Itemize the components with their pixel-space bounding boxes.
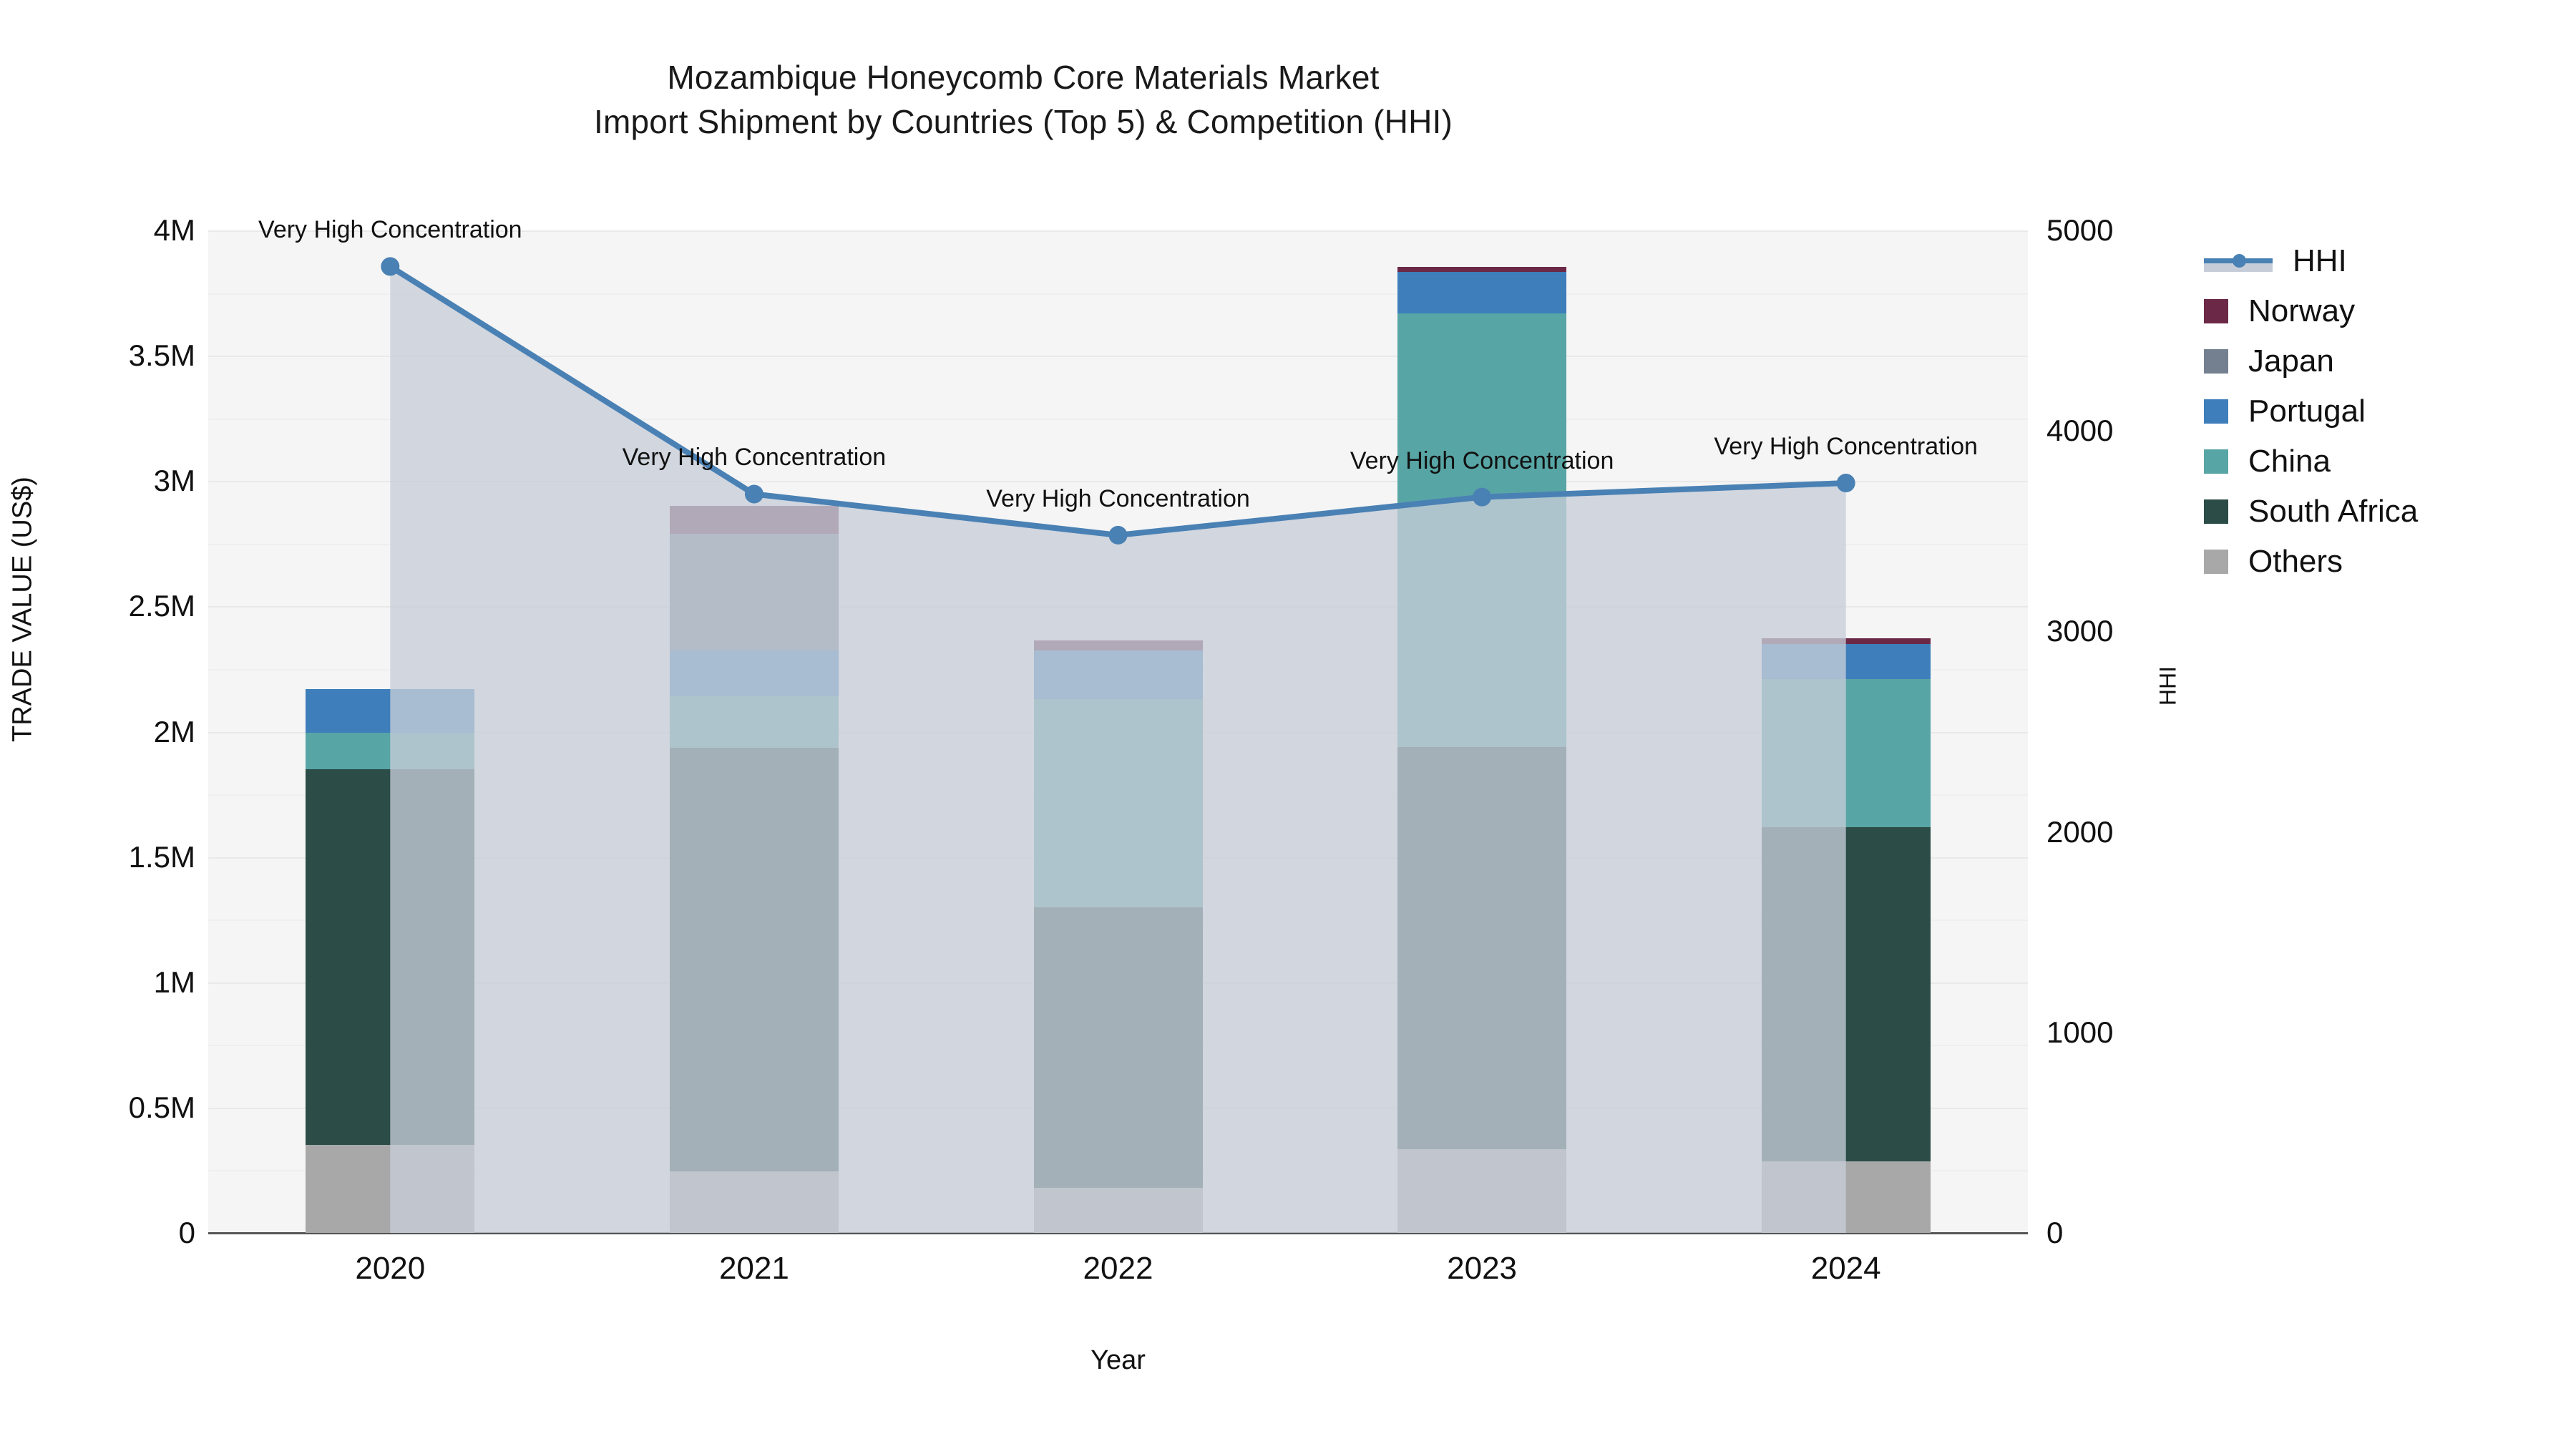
y-axis-left-tick-label: 3M	[153, 464, 195, 498]
bar-segment-china[interactable]	[1761, 678, 1931, 827]
y-axis-right-tick-label: 2000	[2046, 814, 2114, 849]
bar-segment-others[interactable]	[1761, 1161, 1931, 1233]
legend-label: HHI	[2293, 243, 2347, 278]
y-axis-left-tick-label: 1.5M	[128, 839, 195, 874]
legend-swatch	[2204, 449, 2228, 474]
bar-segment-south-africa[interactable]	[669, 748, 839, 1172]
bar-segment-others[interactable]	[1033, 1187, 1203, 1233]
legend-label: South Africa	[2248, 494, 2419, 529]
y-axis-right-tick-label: 4000	[2046, 414, 2114, 448]
bar-segment-others[interactable]	[306, 1145, 475, 1233]
bar-segment-portugal[interactable]	[306, 688, 475, 733]
bar-segment-south-africa[interactable]	[1761, 826, 1931, 1162]
bar-segment-portugal[interactable]	[669, 650, 839, 697]
y-axis-left-tick-label: 1M	[153, 965, 195, 999]
stacked-bar[interactable]	[669, 230, 839, 1233]
y-axis-right-tick-label: 0	[2046, 1216, 2064, 1249]
x-axis-line	[208, 1232, 2028, 1234]
y-axis-right: 0 1000 2000 3000 4000 5000	[2039, 0, 2254, 1449]
bar-segment-japan[interactable]	[669, 533, 839, 650]
bar-segment-norway[interactable]	[1397, 266, 1567, 272]
x-axis-title: Year	[1091, 1345, 1146, 1375]
x-axis-tick-label: 2022	[1083, 1251, 1153, 1286]
legend-swatch	[2204, 499, 2228, 524]
bar-segment-norway[interactable]	[1033, 640, 1203, 650]
y-axis-left-tick-label: 0.5M	[128, 1090, 195, 1124]
bar-segment-south-africa[interactable]	[1397, 746, 1567, 1149]
x-axis-tick-label: 2021	[718, 1251, 789, 1286]
bar-segment-south-africa[interactable]	[1033, 907, 1203, 1188]
bar-segment-norway[interactable]	[669, 506, 839, 534]
legend-line-marker	[2204, 249, 2273, 273]
bar-segment-china[interactable]	[1397, 313, 1567, 747]
stacked-bar[interactable]	[306, 230, 475, 1233]
gridline	[208, 230, 2028, 232]
chart-title-line-2: Import Shipment by Countries (Top 5) & C…	[594, 102, 1453, 140]
y-axis-left-tick-label: 2M	[153, 714, 195, 748]
y-axis-right-tick-label: 1000	[2046, 1015, 2114, 1049]
bar-segment-portugal[interactable]	[1033, 650, 1203, 699]
legend-item-hhi[interactable]: HHI	[2204, 236, 2576, 286]
legend-item-portugal[interactable]: Portugal	[2204, 386, 2576, 436]
legend-swatch	[2204, 299, 2228, 323]
stacked-bar[interactable]	[1033, 230, 1203, 1233]
stacked-bar[interactable]	[1397, 230, 1567, 1233]
legend-item-others[interactable]: Others	[2204, 537, 2576, 587]
bar-segment-china[interactable]	[306, 733, 475, 770]
legend-swatch	[2204, 399, 2228, 424]
chart-title-line-1: Mozambique Honeycomb Core Materials Mark…	[667, 59, 1380, 96]
legend-swatch	[2204, 550, 2228, 574]
legend-label: China	[2248, 444, 2331, 479]
legend-swatch	[2204, 349, 2228, 374]
bar-segment-norway[interactable]	[1761, 638, 1931, 644]
y-axis-left-tick-label: 2.5M	[128, 589, 195, 623]
y-axis-left-tick-label: 4M	[153, 213, 195, 247]
legend-label: Japan	[2248, 343, 2334, 379]
legend-item-south-africa[interactable]: South Africa	[2204, 487, 2576, 537]
bar-segment-china[interactable]	[1033, 698, 1203, 907]
bar-segment-south-africa[interactable]	[306, 769, 475, 1146]
legend-label: Others	[2248, 544, 2343, 579]
y-axis-left: TRADE VALUE (US$) 0 0.5M 1M 1.5M 2M 2.5M 3M 3.5…	[0, 0, 208, 1449]
y-axis-right-title: HHI	[2155, 665, 2181, 706]
stacked-bar[interactable]	[1761, 230, 1931, 1233]
y-axis-right-tick-label: 3000	[2046, 614, 2114, 648]
x-axis-tick-label: 2023	[1447, 1251, 1518, 1286]
legend: HHI Norway Japan Portugal China South Africa O…	[2204, 236, 2576, 587]
bar-segment-portugal[interactable]	[1761, 643, 1931, 679]
legend-item-china[interactable]: China	[2204, 436, 2576, 487]
bar-segment-portugal[interactable]	[1397, 271, 1567, 313]
bar-segment-others[interactable]	[669, 1171, 839, 1233]
y-axis-left-tick-label: 0	[178, 1216, 195, 1249]
x-axis-tick-label: 2020	[355, 1251, 426, 1286]
legend-item-japan[interactable]: Japan	[2204, 336, 2576, 386]
y-axis-right-tick-label: 5000	[2046, 213, 2114, 247]
y-axis-left-tick-label: 3.5M	[128, 338, 195, 373]
legend-item-norway[interactable]: Norway	[2204, 286, 2576, 336]
bar-segment-china[interactable]	[669, 696, 839, 748]
x-axis-tick-label: 2024	[1810, 1251, 1881, 1286]
chart-title: Mozambique Honeycomb Core Materials Mark…	[0, 56, 2046, 144]
bar-segment-others[interactable]	[1397, 1148, 1567, 1233]
legend-label: Norway	[2248, 293, 2356, 328]
legend-label: Portugal	[2248, 394, 2366, 429]
